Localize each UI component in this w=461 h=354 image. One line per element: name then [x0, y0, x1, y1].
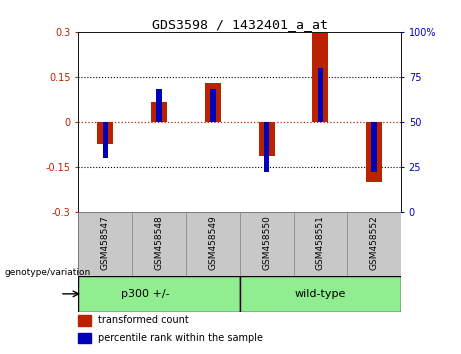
Bar	[102, 122, 108, 158]
Title: GDS3598 / 1432401_a_at: GDS3598 / 1432401_a_at	[152, 18, 328, 31]
Bar	[78, 276, 240, 312]
Bar	[78, 315, 91, 326]
Text: GSM458547: GSM458547	[101, 215, 110, 270]
Text: GSM458549: GSM458549	[208, 215, 217, 270]
Bar	[240, 212, 294, 276]
Text: wild-type: wild-type	[295, 289, 346, 299]
Bar	[97, 122, 113, 144]
Text: GSM458548: GSM458548	[154, 215, 164, 270]
Text: percentile rank within the sample: percentile rank within the sample	[98, 333, 263, 343]
Bar	[294, 212, 347, 276]
Text: GSM458552: GSM458552	[370, 215, 378, 270]
Bar	[205, 83, 221, 122]
Bar	[132, 212, 186, 276]
Bar	[366, 122, 382, 182]
Bar	[186, 212, 240, 276]
Text: genotype/variation: genotype/variation	[5, 268, 91, 277]
Bar	[78, 333, 91, 343]
Bar	[156, 90, 162, 122]
Bar	[151, 102, 167, 122]
Bar	[240, 276, 401, 312]
Bar	[210, 90, 216, 122]
Text: GSM458551: GSM458551	[316, 215, 325, 270]
Bar	[372, 122, 377, 172]
Text: transformed count: transformed count	[98, 315, 189, 325]
Text: p300 +/-: p300 +/-	[121, 289, 170, 299]
Bar	[347, 212, 401, 276]
Bar	[313, 33, 328, 122]
Bar	[318, 68, 323, 122]
Bar	[259, 122, 275, 156]
Text: GSM458550: GSM458550	[262, 215, 271, 270]
Bar	[78, 212, 132, 276]
Bar	[264, 122, 269, 172]
